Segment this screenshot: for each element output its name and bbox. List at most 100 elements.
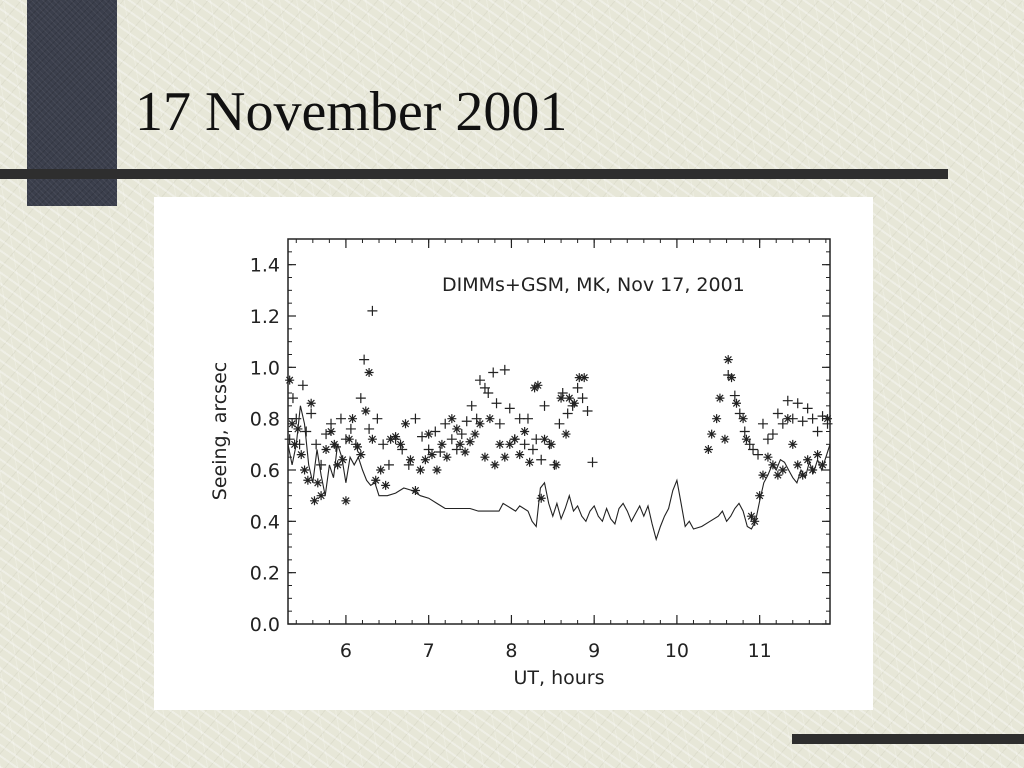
asterisk-point — [371, 475, 381, 485]
asterisk-point — [707, 429, 717, 439]
plus-point — [466, 400, 477, 411]
plus-point — [567, 400, 578, 411]
asterisk-point — [470, 429, 480, 439]
plus-point — [782, 395, 793, 406]
asterisk-point — [313, 478, 323, 488]
asterisk-point — [316, 491, 326, 501]
asterisk-point — [515, 450, 525, 460]
asterisk-point — [306, 398, 316, 408]
asterisk-point — [758, 470, 768, 480]
plus-point — [539, 400, 550, 411]
plus-point — [531, 434, 542, 445]
gsm-line-layer — [287, 405, 831, 542]
asterisk-point — [437, 439, 447, 449]
plus-point — [451, 444, 462, 455]
asterisk-point — [391, 432, 401, 442]
asterisk-point — [410, 486, 420, 496]
asterisk-point — [755, 491, 765, 501]
asterisk-point — [321, 444, 331, 454]
plus-point — [792, 398, 803, 409]
plus-point — [744, 439, 755, 450]
title-rule — [0, 169, 948, 179]
asterisk-point — [490, 460, 500, 470]
asterisk-point — [427, 450, 437, 460]
asterisk-point — [353, 442, 363, 452]
asterisk-point — [818, 460, 828, 470]
plus-point — [802, 403, 813, 414]
plus-point — [748, 444, 759, 455]
asterisk-point — [564, 393, 574, 403]
axis-ticks: 0.0 0.2 0.4 0.6 0.8 1.0 1.2 1.4 6 7 8 9 10 11 — [250, 238, 830, 662]
asterisk-point — [285, 375, 295, 385]
asterisk-point — [376, 465, 386, 475]
y-axis-label: Seeing, arcsec — [209, 362, 231, 500]
asterisk-point — [798, 470, 808, 480]
plus-point — [474, 375, 485, 386]
plus-point — [316, 459, 327, 470]
plus-point — [355, 393, 366, 404]
plus-point — [504, 403, 515, 414]
asterisk-point — [813, 450, 823, 460]
asterisk-point — [715, 393, 725, 403]
asterisk-point — [447, 414, 457, 424]
asterisk-point — [338, 455, 348, 465]
asterisk-point — [540, 434, 550, 444]
asterisk-point — [738, 414, 748, 424]
asterisk-point — [703, 444, 713, 454]
asterisk-point — [442, 452, 452, 462]
y-tick-label: 0.4 — [250, 511, 280, 533]
plus-point — [378, 439, 389, 450]
asterisk-point — [480, 452, 490, 462]
asterisk-point — [783, 414, 793, 424]
asterisk-point — [287, 419, 297, 429]
plus-point — [440, 418, 451, 429]
plus-point — [527, 444, 538, 455]
asterisk-point — [720, 434, 730, 444]
plus-point — [335, 413, 346, 424]
asterisk-point — [763, 452, 773, 462]
plus-point — [330, 441, 341, 452]
dimm-points-layer — [284, 305, 833, 526]
asterisk-point — [773, 470, 783, 480]
plus-point — [562, 408, 573, 419]
plus-point — [554, 418, 565, 429]
asterisk-point — [495, 439, 505, 449]
asterisk-point — [520, 427, 530, 436]
asterisk-point — [475, 419, 485, 429]
plus-point — [367, 305, 378, 316]
asterisk-point — [465, 437, 475, 447]
plus-point — [306, 408, 317, 419]
y-tick-label: 1.2 — [250, 306, 280, 328]
plus-point — [499, 364, 510, 375]
y-tick-label: 1.0 — [250, 357, 280, 379]
asterisk-point — [510, 434, 520, 444]
plus-point — [572, 382, 583, 393]
gsm-series-line — [287, 405, 831, 542]
asterisk-point — [750, 516, 760, 526]
asterisk-point — [546, 439, 556, 449]
plus-point — [410, 413, 421, 424]
chart-panel: 0.0 0.2 0.4 0.6 0.8 1.0 1.2 1.4 6 7 8 9 10 11 DIMMs+G… — [154, 197, 873, 710]
y-tick-label: 0.6 — [250, 460, 280, 482]
asterisk-point — [386, 434, 396, 444]
asterisk-point — [432, 465, 442, 475]
asterisk-point — [485, 414, 495, 424]
asterisk-point — [303, 475, 313, 485]
asterisk-point — [551, 460, 561, 470]
plus-point — [807, 413, 818, 424]
asterisk-point — [452, 424, 462, 434]
asterisk-point — [741, 434, 751, 444]
plus-point — [311, 439, 322, 450]
asterisk-point — [778, 465, 788, 475]
asterisk-point — [367, 434, 377, 444]
asterisk-point — [356, 450, 366, 460]
plus-point — [483, 388, 494, 398]
asterisk-point — [808, 465, 818, 475]
plus-point — [522, 413, 533, 424]
plus-point — [734, 408, 745, 419]
plus-point — [797, 416, 808, 427]
asterisk-point — [793, 460, 803, 470]
x-tick-label: 7 — [423, 640, 435, 662]
plus-point — [757, 418, 768, 429]
asterisk-point — [579, 373, 589, 383]
